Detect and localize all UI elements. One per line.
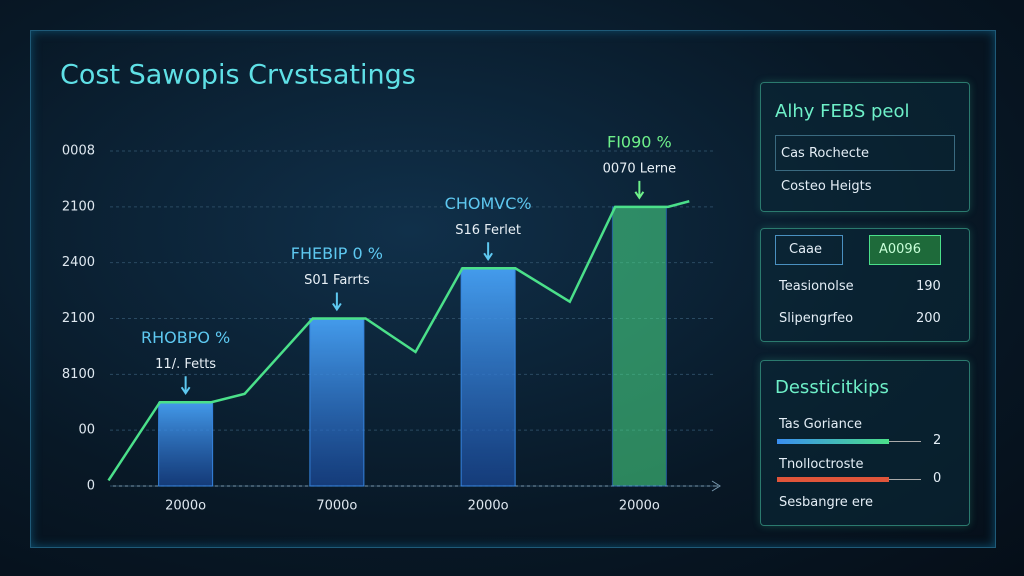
y-tick-label: 8100 <box>62 367 95 382</box>
badge <box>869 235 941 265</box>
row-label: Tnolloctroste <box>779 457 864 472</box>
annotation-title: FI090 % <box>607 132 672 151</box>
bar <box>460 267 516 487</box>
y-tick-label: 2400 <box>62 255 95 270</box>
bar <box>611 206 667 487</box>
annotation-arrow <box>634 180 645 200</box>
row-label[interactable]: Costeo Heigts <box>781 179 872 194</box>
badge-label: A0096 <box>879 242 921 257</box>
row-value: 2 <box>933 433 942 448</box>
frame <box>30 30 996 548</box>
y-tick-label: 2100 <box>62 199 95 214</box>
row-label[interactable]: Cas Rochecte <box>781 146 869 161</box>
annotation-arrow <box>180 376 191 396</box>
y-tick-label: 2100 <box>62 311 95 326</box>
panel-title: Alhy FEBS peol <box>775 101 910 122</box>
button-label[interactable]: Caae <box>789 242 823 257</box>
row-label: Teasionolse <box>779 279 854 294</box>
x-tick-label: 2000o <box>165 499 206 514</box>
annotation-subtitle: S16 Ferlet <box>455 223 521 238</box>
panel: Caae A0096 Teasionolse 190 Slipengrfeo 2… <box>760 228 970 342</box>
progress-track <box>889 441 921 442</box>
progress-track <box>889 479 921 480</box>
annotation-arrow <box>483 242 493 262</box>
y-tick-label: 0008 <box>62 144 95 159</box>
row-value: 0 <box>933 471 942 486</box>
y-tick-label: 0 <box>87 479 95 494</box>
annotation-subtitle: S01 Farrts <box>304 273 370 288</box>
button[interactable] <box>775 235 843 265</box>
annotation-title: CHOMVC% <box>445 194 532 213</box>
x-tick-label: 2000o <box>468 499 509 514</box>
x-tick-label: 7000o <box>316 499 357 514</box>
row-value: 190 <box>916 279 941 294</box>
annotation-arrow <box>332 292 342 312</box>
axis-arrow <box>711 480 721 492</box>
bar <box>158 401 214 487</box>
panel-title: Dessticitkips <box>775 377 889 398</box>
bar <box>309 318 365 487</box>
annotation-subtitle: 11/. Fetts <box>155 357 216 372</box>
row-label: Tas Goriance <box>779 417 862 432</box>
row-label: Sesbangre ere <box>779 495 873 510</box>
panel: Dessticitkips Tas Goriance 2 Tnolloctros… <box>760 360 970 526</box>
x-tick-label: 2000o <box>619 499 660 514</box>
panel: Alhy FEBS peol Cas Rochecte Costeo Heigt… <box>760 82 970 212</box>
line <box>107 200 690 482</box>
annotation-subtitle: 0070 Lerne <box>603 161 677 176</box>
annotation-title: FHEBIP 0 % <box>291 244 383 263</box>
row-label: Slipengrfeo <box>779 311 854 326</box>
row-value: 200 <box>916 311 941 326</box>
progress-bar <box>777 477 889 482</box>
chart-title: Cost Sawopis Crvstsatings <box>60 60 416 91</box>
annotation-title: RHOBPO % <box>141 328 230 347</box>
row-box <box>775 135 955 171</box>
y-tick-label: 00 <box>78 423 95 438</box>
progress-bar <box>777 439 889 444</box>
